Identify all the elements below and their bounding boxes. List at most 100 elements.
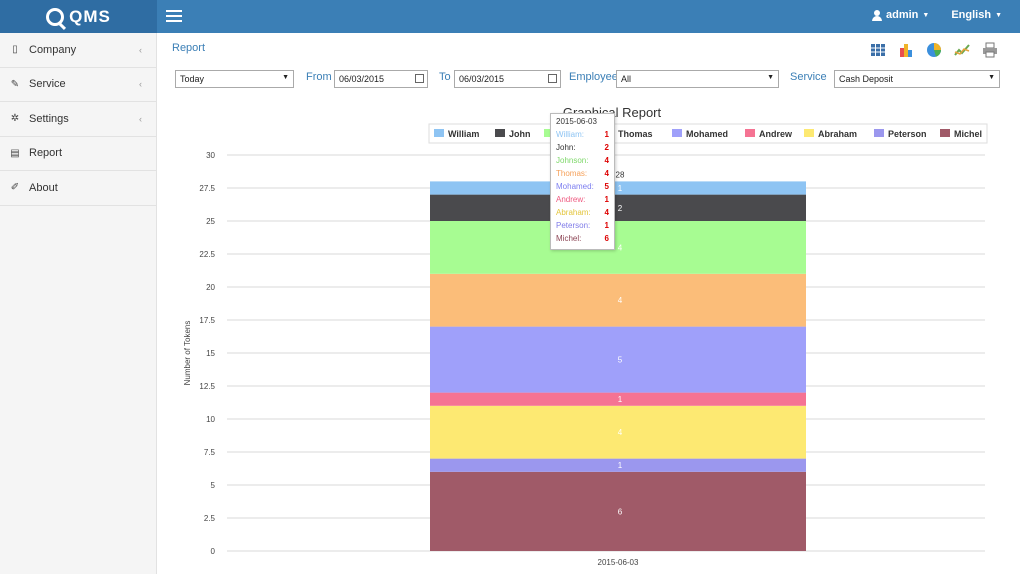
sidebar-item-report[interactable]: ▤ Report [0,137,156,171]
employee-select-value: All [621,74,632,84]
y-tick-label: 27.5 [199,184,215,193]
bar-data-label: 1 [618,461,623,470]
tooltip-row: Mohamed: 5 [556,182,609,195]
chevron-left-icon: ‹ [139,44,142,55]
brand-logo[interactable]: QMS [0,0,157,33]
legend-swatch [804,129,814,137]
line-chart-icon[interactable] [954,42,970,58]
chart-toolbar [870,42,998,58]
y-tick-label: 12.5 [199,382,215,391]
tooltip-series-name: Peterson: [556,221,591,230]
x-tick-label: 2015-06-03 [598,558,639,567]
bar-total-label: 28 [616,170,625,179]
y-tick-label: 7.5 [204,448,216,457]
bar-data-label: 1 [618,184,623,193]
legend-swatch [434,129,444,137]
tooltip-series-value: 5 [604,182,609,191]
caret-down-icon: ▼ [282,74,289,81]
language-menu[interactable]: English ▼ [951,9,1002,21]
tooltip-series-name: William: [556,130,584,139]
y-tick-label: 22.5 [199,250,215,259]
legend-swatch [940,129,950,137]
bar-segment [430,181,806,195]
sidebar-item-service[interactable]: ✎ Service ‹ [0,68,156,102]
chart-tooltip: 2015-06-03 William: 1 John: 2 Johnson: 4 Thoma… [550,113,615,250]
calendar-icon[interactable] [548,74,557,83]
legend-swatch [745,129,755,137]
period-select[interactable]: Today ▼ [175,70,294,88]
table-view-icon[interactable] [870,42,886,58]
chevron-left-icon: ‹ [139,79,142,90]
from-date-input[interactable]: 06/03/2015 [334,70,428,88]
sidebar-item-label: About [29,181,58,194]
y-tick-label: 30 [206,151,215,160]
to-date-input[interactable]: 06/03/2015 [454,70,561,88]
tooltip-series-name: John: [556,143,576,152]
print-icon[interactable] [982,42,998,58]
tooltip-row: Johnson: 4 [556,156,609,169]
legend-label: Thomas [618,129,653,139]
page-title: Report [172,42,206,54]
tooltip-row: Peterson: 1 [556,221,609,234]
period-select-value: Today [180,74,205,84]
y-tick-label: 17.5 [199,316,215,325]
y-tick-label: 15 [206,349,215,358]
tooltip-row: Andrew: 1 [556,195,609,208]
legend-label: Andrew [759,129,793,139]
bar-data-label: 2 [618,204,623,213]
tooltip-row: Thomas: 4 [556,169,609,182]
caret-down-icon: ▼ [922,11,930,19]
tooltip-series-name: Andrew: [556,195,586,204]
to-date-value: 06/03/2015 [459,74,505,84]
legend-label: Peterson [888,129,927,139]
sidebar-item-about[interactable]: ✐ About [0,171,156,206]
user-icon [871,10,882,21]
bar-segment [430,471,806,551]
user-menu[interactable]: admin ▼ [871,9,930,21]
tooltip-row: William: 1 [556,130,609,143]
edit-icon: ✐ [10,182,20,194]
menu-toggle-icon[interactable] [166,10,182,22]
bar-segment [430,458,806,472]
building-icon: ▯ [12,44,18,56]
tooltip-series-value: 4 [604,156,609,165]
sidebar-item-label: Settings [29,112,69,125]
sidebar: ▯ Company ‹ ✎ Service ‹ ✲ Settings ‹ ▤ R… [0,33,157,574]
bar-data-label: 4 [618,243,623,252]
main-content: Report Today ▼ From 06/03/ [157,33,1020,574]
y-tick-label: 5 [211,481,216,490]
legend-swatch [495,129,505,137]
sidebar-item-label: Report [29,147,63,160]
bar-chart-icon[interactable] [898,42,914,58]
y-tick-label: 2.5 [204,514,216,523]
pie-chart-icon[interactable] [926,42,942,58]
tooltip-row: Michel: 6 [556,234,609,247]
tooltip-series-name: Mohamed: [556,182,594,191]
employee-label: Employee [569,71,618,83]
service-select-value: Cash Deposit [839,74,894,84]
service-select[interactable]: Cash Deposit ▼ [834,70,1000,88]
document-icon: ▤ [10,147,20,159]
tooltip-series-name: Michel: [556,234,582,243]
tooltip-series-value: 6 [604,234,609,243]
calendar-icon[interactable] [415,74,424,83]
from-label: From [306,71,332,83]
bar-data-label: 5 [618,356,623,365]
to-label: To [439,71,451,83]
stacked-bar-chart: Graphical ReportWilliamJohnJohnsonThomas… [183,105,988,567]
tooltip-series-value: 1 [604,195,609,204]
bar-data-label: 4 [618,428,623,437]
legend-label: William [448,129,479,139]
sidebar-item-settings[interactable]: ✲ Settings ‹ [0,102,156,137]
employee-select[interactable]: All ▼ [616,70,779,88]
caret-down-icon: ▼ [995,11,1002,19]
legend-label: John [509,129,531,139]
top-navbar: QMS admin ▼ English ▼ [0,0,1020,33]
wrench-icon: ✎ [10,78,20,90]
legend-swatch [874,129,884,137]
caret-down-icon: ▼ [988,74,995,81]
brand-name: QMS [69,6,111,26]
sidebar-item-label: Company [29,43,77,56]
y-tick-label: 25 [206,217,215,226]
sidebar-item-company[interactable]: ▯ Company ‹ [0,33,156,68]
